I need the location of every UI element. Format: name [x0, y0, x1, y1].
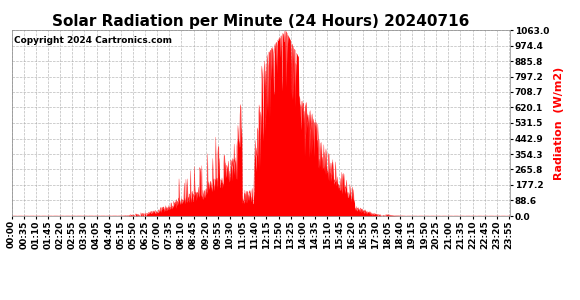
Text: Copyright 2024 Cartronics.com: Copyright 2024 Cartronics.com	[14, 36, 172, 45]
Y-axis label: Radiation  (W/m2): Radiation (W/m2)	[554, 66, 564, 180]
Title: Solar Radiation per Minute (24 Hours) 20240716: Solar Radiation per Minute (24 Hours) 20…	[52, 14, 470, 29]
